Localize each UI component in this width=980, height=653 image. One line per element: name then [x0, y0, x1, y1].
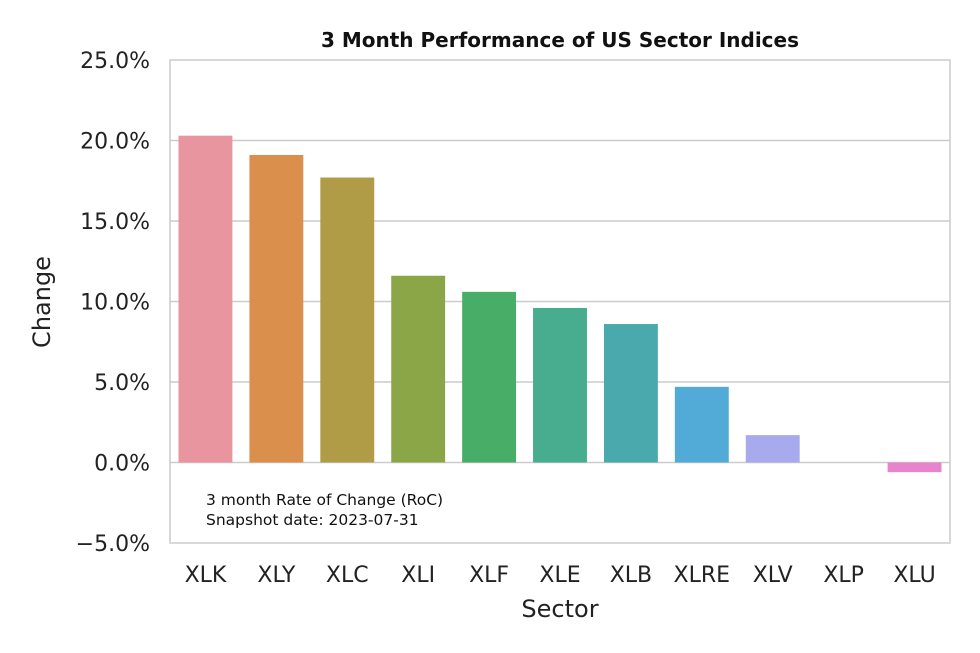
x-tick-label-xlf: XLF — [469, 563, 509, 588]
x-tick-labels: XLK XLY XLC XLI XLF XLE XLB XLRE XLV XLP XLU — [185, 563, 936, 588]
x-tick-label-xlv: XLV — [753, 563, 793, 588]
x-tick-label-xli: XLI — [401, 563, 435, 588]
bar-xlre — [674, 386, 729, 463]
x-tick-label-xlk: XLK — [185, 563, 227, 588]
y-tick-label: −5.0% — [76, 532, 150, 557]
y-tick-label: 0.0% — [94, 452, 150, 477]
y-tick-label: 20.0% — [80, 130, 150, 155]
bar-xlk — [178, 135, 233, 463]
x-tick-label-xle: XLE — [539, 563, 580, 588]
x-tick-label-xlu: XLU — [893, 563, 935, 588]
plot-frame — [169, 59, 951, 544]
bar-xlc — [320, 177, 375, 463]
annotation-snapshot-date: Snapshot date: 2023-07-31 — [206, 511, 419, 529]
annotation-roc: 3 month Rate of Change (RoC) — [206, 491, 443, 509]
x-axis-title: Sector — [521, 595, 598, 623]
chart-title: 3 Month Performance of US Sector Indices — [321, 28, 799, 52]
y-tick-labels: −5.0% 0.0% 5.0% 10.0% 15.0% 20.0% 25.0% — [76, 49, 150, 557]
x-tick-label-xly: XLY — [257, 563, 295, 588]
bar-xlb — [603, 324, 658, 463]
bar-xli — [391, 275, 446, 463]
y-tick-label: 5.0% — [94, 371, 150, 396]
bar-xlv — [745, 435, 800, 463]
y-tick-label: 15.0% — [80, 210, 150, 235]
y-tick-label: 25.0% — [80, 49, 150, 74]
bar-xlu — [887, 462, 942, 473]
y-axis-title: Change — [28, 256, 56, 348]
y-tick-label: 10.0% — [80, 291, 150, 316]
bar-xlf — [462, 291, 517, 463]
x-tick-label-xlb: XLB — [610, 563, 652, 588]
bars — [178, 135, 942, 473]
x-tick-label-xlc: XLC — [326, 563, 369, 588]
x-tick-label-xlp: XLP — [823, 563, 864, 588]
x-tick-label-xlre: XLRE — [674, 563, 731, 588]
bar-xle — [533, 307, 587, 463]
bar-xly — [249, 154, 304, 463]
